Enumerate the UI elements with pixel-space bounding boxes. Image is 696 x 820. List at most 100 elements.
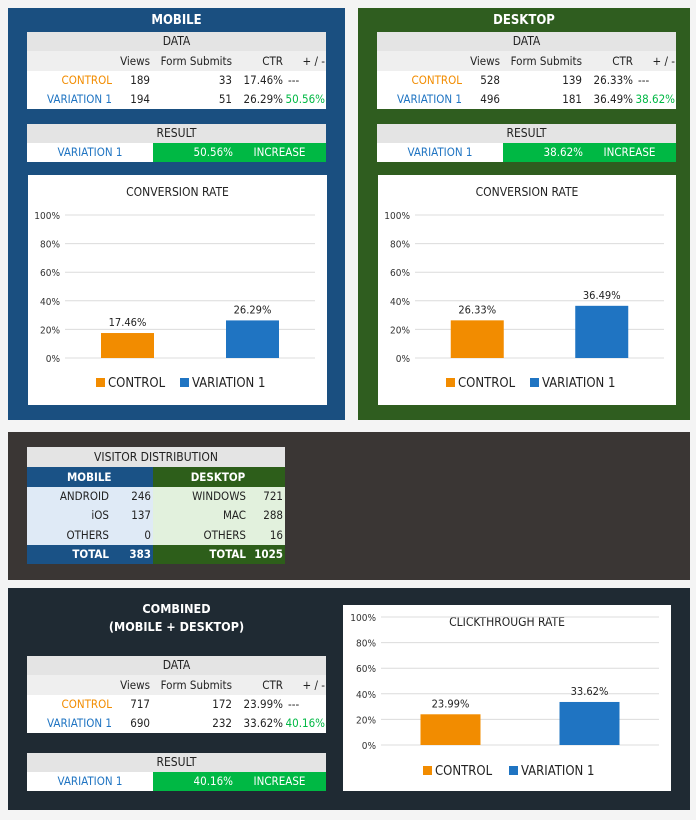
submits-cell: 51 xyxy=(218,92,232,106)
desktop-title: DESKTOP xyxy=(493,13,555,28)
result-lift-cell: 50.56% INCREASE xyxy=(153,143,326,162)
y-tick-label: 60% xyxy=(40,268,60,279)
os-label: ANDROID xyxy=(27,487,111,507)
data-header: DATA xyxy=(27,656,326,675)
ctr-cell: 33.62% xyxy=(243,716,283,730)
column-header: CTR xyxy=(262,54,283,68)
result-verdict: INCREASE xyxy=(253,774,306,788)
bar-data-label: 33.62% xyxy=(571,685,609,698)
submits-cell: 172 xyxy=(212,697,232,711)
row-label: CONTROL xyxy=(61,73,112,87)
result-winner: VARIATION 1 xyxy=(27,772,153,791)
table-row: CONTROL 189 33 17.46% --- xyxy=(27,71,326,90)
bar-data-label: 23.99% xyxy=(432,697,470,710)
mobile-title: MOBILE xyxy=(151,13,202,28)
os-count: 246 xyxy=(111,487,153,507)
ctr-cell: 17.46% xyxy=(243,73,283,87)
bar-data-label: 36.49% xyxy=(583,289,621,302)
result-header: RESULT xyxy=(27,753,326,772)
y-tick-label: 100% xyxy=(384,211,410,222)
submits-cell: 181 xyxy=(562,92,582,106)
column-headers: Views Form Submits CTR + / - xyxy=(377,51,676,71)
legend-swatch xyxy=(180,378,189,387)
desktop-section-label: DESKTOP xyxy=(153,467,285,487)
os-label: OTHERS xyxy=(27,525,111,545)
bar-data-label: 26.29% xyxy=(234,303,272,316)
views-cell: 194 xyxy=(130,92,150,106)
submits-cell: 232 xyxy=(212,716,232,730)
mobile-data-table: DATA Views Form Submits CTR + / - CONTROL 189 3… xyxy=(27,32,326,109)
os-count: 16 xyxy=(248,525,285,545)
table-row: CONTROL 528 139 26.33% --- xyxy=(377,71,676,90)
column-header: Form Submits xyxy=(160,678,232,692)
os-label: OTHERS xyxy=(153,525,248,545)
column-header xyxy=(27,51,113,71)
os-label: MAC xyxy=(153,506,248,526)
ctr-cell: 26.33% xyxy=(593,73,633,87)
column-header: CTR xyxy=(612,54,633,68)
os-count: 721 xyxy=(248,487,285,507)
y-tick-label: 100% xyxy=(350,613,376,624)
result-lift-cell: 40.16% INCREASE xyxy=(153,772,326,791)
chart-title: CONVERSION RATE xyxy=(126,185,229,199)
bar-variation xyxy=(559,701,620,745)
desktop-data-table: DATA Views Form Submits CTR + / - CONTROL 528 1… xyxy=(377,32,676,109)
combined-data-table: DATA Views Form Submits CTR + / - CONTROL 717 1… xyxy=(27,656,326,733)
combined-subtitle: (MOBILE + DESKTOP) xyxy=(108,619,245,634)
column-header: Views xyxy=(120,54,150,68)
mobile-total-value: 383 xyxy=(111,544,153,565)
y-tick-label: 80% xyxy=(356,639,376,650)
desktop-total-value: 1025 xyxy=(248,544,285,565)
column-header: Form Submits xyxy=(160,54,232,68)
y-tick-label: 100% xyxy=(34,211,60,222)
legend-swatch xyxy=(423,766,432,775)
distribution-grid: MOBILE DESKTOP ANDROID 246 WINDOWS 721 iOS… xyxy=(27,467,285,565)
data-header: DATA xyxy=(27,32,326,51)
bar-variation xyxy=(226,320,279,358)
legend-label: CONTROL xyxy=(435,764,493,779)
bar-variation xyxy=(575,305,629,358)
combined-chart: CLICKTHROUGH RATE 0% 20% 40% 60% 80% 100% 23.99… xyxy=(343,605,671,791)
y-tick-label: 20% xyxy=(40,325,60,336)
legend-label: VARIATION 1 xyxy=(521,764,594,779)
mobile-section-label: MOBILE xyxy=(27,467,153,487)
result-verdict: INCREASE xyxy=(253,145,306,159)
y-tick-label: 20% xyxy=(390,325,410,336)
column-headers: Views Form Submits CTR + / - xyxy=(27,675,326,695)
column-header: + / - xyxy=(302,54,325,68)
mobile-result-table: RESULT VARIATION 1 50.56% INCREASE xyxy=(27,124,326,162)
desktop-total-label: TOTAL xyxy=(153,544,248,565)
combined-result-table: RESULT VARIATION 1 40.16% INCREASE xyxy=(27,753,326,791)
legend-label: VARIATION 1 xyxy=(542,376,615,391)
views-cell: 717 xyxy=(130,697,150,711)
bar-data-label: 26.33% xyxy=(458,303,496,316)
desktop-result-table: RESULT VARIATION 1 38.62% INCREASE xyxy=(377,124,676,162)
result-winner: VARIATION 1 xyxy=(377,143,503,162)
column-header: + / - xyxy=(652,54,675,68)
y-tick-label: 0% xyxy=(396,354,411,365)
row-label: CONTROL xyxy=(61,697,112,711)
desktop-chart: CONVERSION RATE 0% 20% 40% 60% 80% 100% 26.33% 3… xyxy=(378,175,676,405)
lift-cell: --- xyxy=(288,73,300,87)
os-label: WINDOWS xyxy=(153,487,248,507)
os-count: 288 xyxy=(248,506,285,526)
visitor-distribution-table: VISITOR DISTRIBUTION MOBILE DESKTOP ANDR… xyxy=(27,447,285,565)
legend-label: CONTROL xyxy=(458,376,516,391)
ctr-cell: 23.99% xyxy=(243,697,283,711)
bar-control xyxy=(450,320,504,358)
result-lift: 38.62% xyxy=(543,145,583,159)
row-label: VARIATION 1 xyxy=(47,716,112,730)
views-cell: 496 xyxy=(480,92,500,106)
result-row: VARIATION 1 40.16% INCREASE xyxy=(27,772,326,791)
y-tick-label: 60% xyxy=(356,664,376,675)
views-cell: 528 xyxy=(480,73,500,87)
y-tick-label: 20% xyxy=(356,715,376,726)
y-tick-label: 40% xyxy=(390,297,410,308)
mobile-chart: CONVERSION RATE 0% 20% 40% 60% 80% 100% 17.46% 2… xyxy=(28,175,327,405)
bar-control xyxy=(420,714,481,745)
result-header: RESULT xyxy=(27,124,326,143)
legend-swatch xyxy=(96,378,105,387)
views-cell: 189 xyxy=(130,73,150,87)
os-label: iOS xyxy=(27,506,111,526)
legend-label: VARIATION 1 xyxy=(192,376,265,391)
